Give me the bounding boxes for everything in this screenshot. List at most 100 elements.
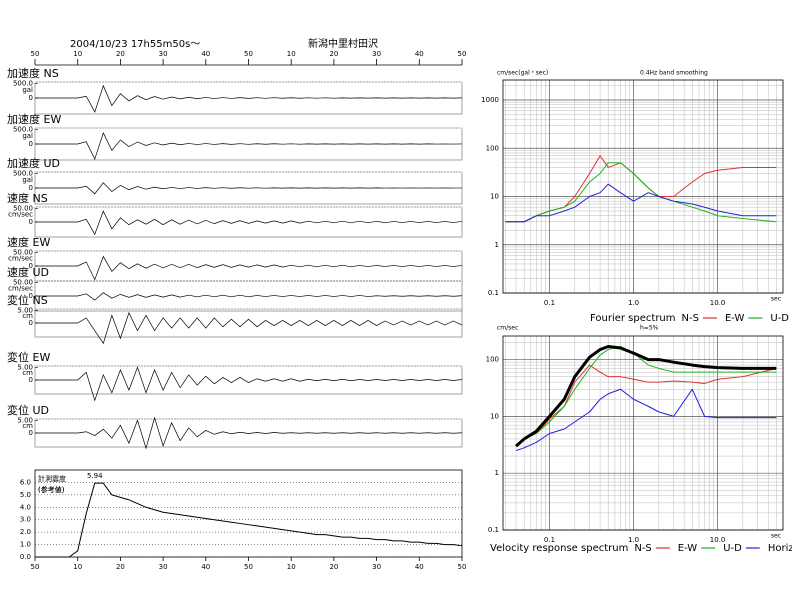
- data-line: [35, 482, 463, 558]
- legend-label: N-S: [634, 543, 651, 554]
- legend-label: N-S: [682, 313, 699, 324]
- waveform: [35, 182, 463, 195]
- y-axis-unit: cm/sec: [497, 325, 518, 332]
- data-line: [515, 344, 777, 448]
- x-tick-label: 50: [458, 50, 467, 58]
- x-tick-label: 30: [372, 50, 381, 58]
- trace-label: 変位 NS: [7, 293, 48, 307]
- y-tick-label: 1: [495, 241, 499, 249]
- y-tick-label: 100: [486, 356, 499, 364]
- x-tick-label: 40: [201, 563, 210, 571]
- y-tick-label: 0.1: [488, 526, 499, 534]
- x-tick-label: 40: [201, 50, 210, 58]
- x-tick-label: 10: [287, 50, 296, 58]
- y-tick-label: 3.0: [20, 516, 31, 524]
- record-date: 2004/10/23 17h55m50s～: [70, 39, 200, 50]
- x-axis-unit: sec: [771, 533, 781, 540]
- y-tick-label: 500.0: [13, 79, 33, 87]
- trace-label: 速度 EW: [7, 235, 50, 249]
- x-tick-label: 40: [415, 50, 424, 58]
- y-tick-label: 50.00: [13, 248, 33, 256]
- y-tick-label: 0: [29, 376, 33, 384]
- chart-subtitle: h=5%: [640, 325, 659, 332]
- x-tick-label: 50: [244, 563, 253, 571]
- x-tick-label: 1.0: [628, 299, 639, 307]
- x-tick-label: 10: [73, 50, 82, 58]
- x-tick-label: 0.1: [544, 299, 555, 307]
- waveform: [35, 210, 463, 236]
- plot-frame: [502, 335, 784, 531]
- waveform: [35, 292, 463, 301]
- y-tick-label: 0: [29, 292, 33, 300]
- trace-label: 速度 NS: [7, 191, 48, 205]
- legend-label: U-D: [770, 313, 789, 324]
- y-tick-label: 6.0: [20, 478, 31, 486]
- legend-label: E-W: [725, 313, 745, 324]
- trace-unit: cm: [22, 369, 33, 377]
- y-tick-label: 4.0: [20, 503, 31, 511]
- x-tick-label: 20: [329, 50, 338, 58]
- data-line: [505, 162, 777, 223]
- y-tick-label: 10: [490, 193, 499, 201]
- plot-frame: [34, 469, 463, 558]
- y-tick-label: 1000: [481, 96, 499, 104]
- x-tick-label: 10.0: [710, 536, 726, 544]
- y-tick-label: 50.00: [13, 278, 33, 286]
- chart-subtitle: (参考値): [38, 485, 65, 494]
- data-line: [505, 183, 777, 223]
- y-tick-label: 5.00: [17, 416, 33, 424]
- x-tick-label: 40: [415, 563, 424, 571]
- y-tick-label: 500.0: [13, 169, 33, 177]
- trace-unit: gal: [22, 132, 33, 140]
- waveform: [35, 366, 463, 402]
- y-tick-label: 0.0: [20, 553, 31, 561]
- waveform: [35, 311, 463, 345]
- y-tick-label: 0: [29, 184, 33, 192]
- y-tick-label: 0: [29, 140, 33, 148]
- data-line: [515, 364, 777, 447]
- legend-title: Fourier spectrum: [590, 313, 676, 324]
- waveform: [35, 255, 463, 281]
- legend-label: U-D: [723, 543, 742, 554]
- x-tick-label: 20: [116, 563, 125, 571]
- data-line: [515, 345, 777, 447]
- y-tick-label: 5.0: [20, 491, 31, 499]
- y-tick-label: 1: [495, 469, 499, 477]
- y-tick-label: 50.00: [13, 204, 33, 212]
- y-tick-label: 0: [29, 94, 33, 102]
- x-tick-label: 50: [244, 50, 253, 58]
- x-tick-label: 10: [287, 563, 296, 571]
- peak-label: 5.94: [87, 472, 103, 480]
- trace-label: 変位 UD: [7, 403, 49, 417]
- legend-label: E-W: [678, 543, 698, 554]
- x-tick-label: 20: [329, 563, 338, 571]
- y-tick-label: 2.0: [20, 528, 31, 536]
- x-tick-label: 10.0: [710, 299, 726, 307]
- trace-label: 加速度 NS: [7, 66, 59, 80]
- waveform: [35, 84, 463, 113]
- plot-frame: [502, 79, 784, 294]
- y-tick-label: 10: [490, 412, 499, 420]
- trace-unit: cm/sec: [8, 285, 33, 293]
- trace-label: 変位 EW: [7, 350, 50, 364]
- data-line: [515, 388, 777, 452]
- chart-subtitle: 0.4Hz band smoothing: [640, 70, 708, 77]
- x-tick-label: 30: [372, 563, 381, 571]
- x-tick-label: 10: [73, 563, 82, 571]
- legend-title: Velocity response spectrum: [490, 543, 628, 554]
- y-tick-label: 5.00: [17, 306, 33, 314]
- trace-label: 加速度 UD: [7, 156, 60, 170]
- y-tick-label: 0: [29, 262, 33, 270]
- trace-unit: cm/sec: [8, 211, 33, 219]
- y-tick-label: 0: [29, 319, 33, 327]
- x-tick-label: 20: [116, 50, 125, 58]
- waveform: [35, 132, 463, 161]
- x-tick-label: 50: [458, 563, 467, 571]
- chart-subtitle: (参考値): [38, 485, 65, 494]
- chart-title: 計測震度: [38, 474, 66, 483]
- y-tick-label: 1.0: [20, 541, 31, 549]
- x-axis-unit: sec: [771, 296, 781, 303]
- trace-unit: cm/sec: [8, 255, 33, 263]
- y-tick-label: 100: [486, 144, 499, 152]
